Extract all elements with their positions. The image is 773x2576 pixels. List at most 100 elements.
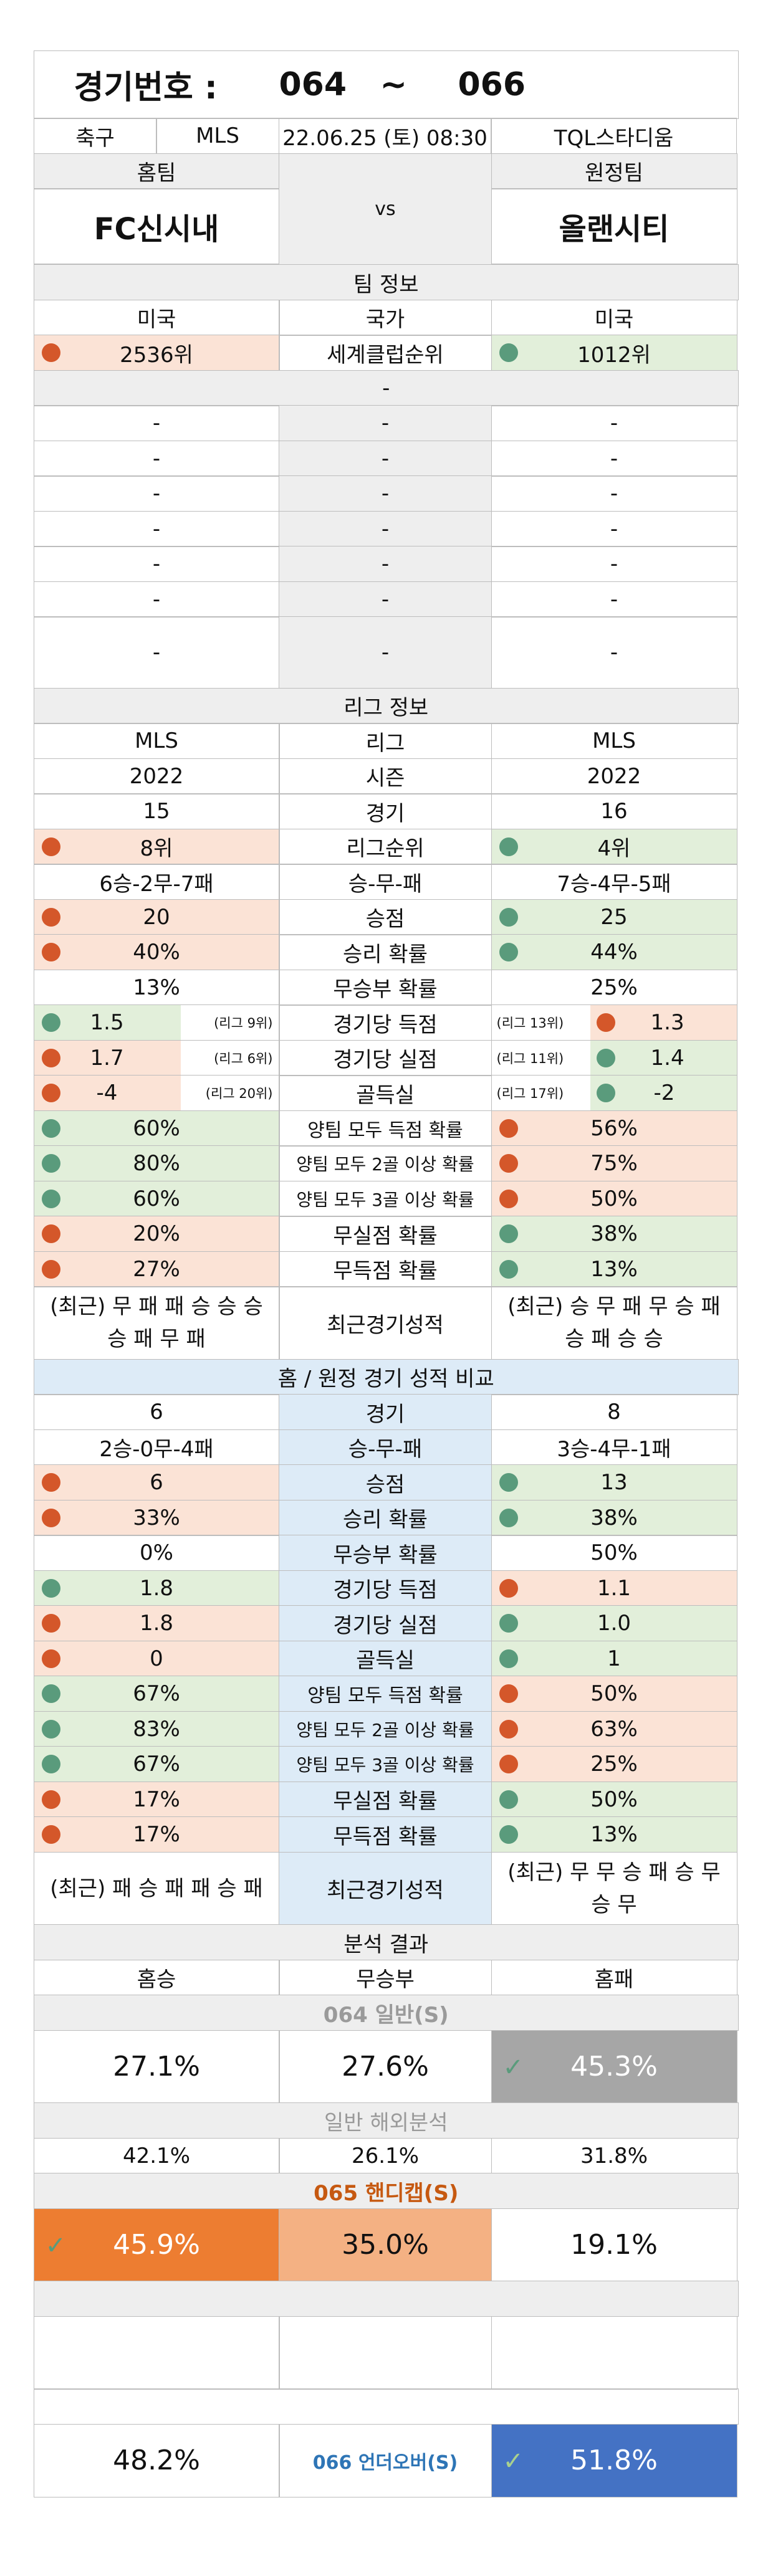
ha-wdl-label: 승-무-패	[279, 1429, 492, 1466]
home-wdl: 6승-2무-7패	[33, 864, 280, 900]
green-dot-icon	[41, 1154, 60, 1173]
home-goal-diff: -4 (리그 20위)	[33, 1075, 280, 1111]
home-games: 15	[33, 793, 280, 829]
green-dot-icon	[499, 1224, 518, 1243]
overseas-home: 42.1%	[33, 2137, 280, 2174]
home-team-name: FC신시내	[33, 188, 280, 264]
away-team-name: 올랜시티	[491, 188, 737, 264]
green-dot-icon	[596, 1084, 615, 1102]
ha-home-goal-diff: 0	[33, 1640, 280, 1677]
ha-goal-diff-label: 골득실	[279, 1640, 492, 1677]
col-home-loss: 홈패	[491, 1959, 737, 1996]
team-info-away-dash: -	[491, 440, 737, 477]
red-dot-icon	[41, 1790, 60, 1809]
red-dot-icon	[41, 1473, 60, 1492]
team-info-label-dash: -	[279, 616, 492, 689]
ha-home-goals-against: 1.8	[33, 1605, 280, 1641]
away-goal-diff-value: -2	[653, 1080, 675, 1105]
red-dot-icon	[41, 1508, 60, 1527]
ha-win-rate-label: 승리 확률	[279, 1499, 492, 1536]
team-info-away-dash: -	[491, 405, 737, 441]
home-world-rank-value: 2536위	[120, 342, 193, 368]
goals-for-label: 경기당 득점	[279, 1004, 492, 1041]
games-label: 경기	[279, 793, 492, 829]
ha-home-clean-sheet: 17%	[33, 1781, 280, 1818]
general-home: 27.1%	[33, 2030, 280, 2104]
green-dot-icon	[499, 1473, 518, 1492]
home-clean-sheet-value: 20%	[133, 1221, 180, 1246]
team-info-home-dash: -	[33, 475, 280, 512]
team-info-label-dash: -	[279, 581, 492, 618]
green-dot-icon	[499, 1649, 518, 1668]
green-dot-icon	[499, 943, 518, 961]
red-dot-icon	[41, 943, 60, 961]
ha-away-win-rate: 38%	[491, 1499, 737, 1536]
red-dot-icon	[41, 907, 60, 927]
green-dot-icon	[499, 907, 518, 927]
team-info-away-dash: -	[491, 581, 737, 618]
country-label: 국가	[279, 299, 492, 336]
away-win-rate-value: 44%	[590, 940, 638, 965]
green-dot-icon	[41, 1119, 60, 1138]
ha-away-btts-value: 50%	[590, 1681, 638, 1706]
home-goal-diff-rank-note: (리그 20위)	[205, 1086, 273, 1101]
home-away-title: 홈 / 원정 경기 성적 비교	[33, 1358, 739, 1395]
check-icon: ✓	[502, 2446, 524, 2476]
away-goals-against: (리그 11위) 1.4	[491, 1039, 737, 1076]
under-value: 48.2%	[33, 2423, 280, 2497]
away-win-rate: 44%	[491, 934, 737, 970]
red-dot-icon	[499, 1684, 518, 1703]
handicap-away: 19.1%	[491, 2208, 737, 2282]
away-wdl: 7승-4무-5패	[491, 864, 737, 900]
red-dot-icon	[41, 1048, 60, 1067]
ha-away-goals-against: 1.0	[491, 1605, 737, 1641]
home-clean-sheet: 20%	[33, 1216, 280, 1252]
ha-home-btts-value: 67%	[133, 1681, 180, 1706]
red-dot-icon	[499, 1189, 518, 1208]
goal-diff-label: 골득실	[279, 1075, 492, 1111]
ha-away-wdl: 3승-4무-1패	[491, 1429, 737, 1466]
recent-form-label: 최근경기성적	[279, 1286, 492, 1360]
ha-home-recent-form: (최근) 패 승 패 패 승 패	[33, 1851, 280, 1925]
ha-home-btts2: 83%	[33, 1710, 280, 1747]
away-clean-sheet-value: 38%	[590, 1221, 638, 1246]
home-goals-against: 1.7 (리그 6위)	[33, 1039, 280, 1076]
green-dot-icon	[41, 1189, 60, 1208]
home-goal-diff-value: -4	[96, 1080, 118, 1105]
team-info-home-dash: -	[33, 510, 280, 547]
league-rank-label: 리그순위	[279, 828, 492, 865]
away-btts-value: 56%	[590, 1115, 638, 1141]
away-season: 2022	[491, 758, 737, 794]
ha-away-goals-for: 1.1	[491, 1570, 737, 1606]
red-dot-icon	[499, 1119, 518, 1138]
away-goals-for-rank-note: (리그 13위)	[496, 1016, 564, 1031]
ha-home-goals-for-value: 1.8	[139, 1575, 174, 1601]
ha-clean-sheet-label: 무실점 확률	[279, 1781, 492, 1818]
red-dot-icon	[41, 1224, 60, 1243]
team-info-away-dash: -	[491, 546, 737, 582]
away-league: MLS	[491, 723, 737, 759]
away-btts: 56%	[491, 1110, 737, 1147]
team-info-label-dash: -	[279, 440, 492, 477]
home-points: 20	[33, 899, 280, 935]
green-dot-icon	[499, 1614, 518, 1633]
ha-home-games: 6	[33, 1394, 280, 1430]
handicap-home-value: 45.9%	[113, 2229, 200, 2261]
home-goals-for-value: 1.5	[90, 1010, 124, 1035]
ha-away-draw-rate: 50%	[491, 1535, 737, 1571]
underover-spacer-row	[33, 2388, 739, 2425]
team-info-title: 팀 정보	[33, 264, 739, 300]
home-draw-rate: 13%	[33, 969, 280, 1006]
match-datetime: 22.06.25 (토) 08:30	[278, 118, 492, 154]
team-info-label-dash: -	[279, 405, 492, 441]
underover-label: 066 언더오버(S)	[279, 2423, 492, 2497]
away-country: 미국	[491, 299, 737, 336]
home-team-label: 홈팀	[33, 153, 280, 189]
ha-home-btts3-value: 67%	[133, 1752, 180, 1777]
team-info-home-dash: -	[33, 440, 280, 477]
away-goal-diff: (리그 17위) -2	[491, 1075, 737, 1111]
match-number-label: 경기번호 :	[74, 69, 218, 107]
ha-away-points-value: 13	[600, 1470, 628, 1495]
points-label: 승점	[279, 899, 492, 935]
handicap-spacer	[33, 2281, 739, 2317]
